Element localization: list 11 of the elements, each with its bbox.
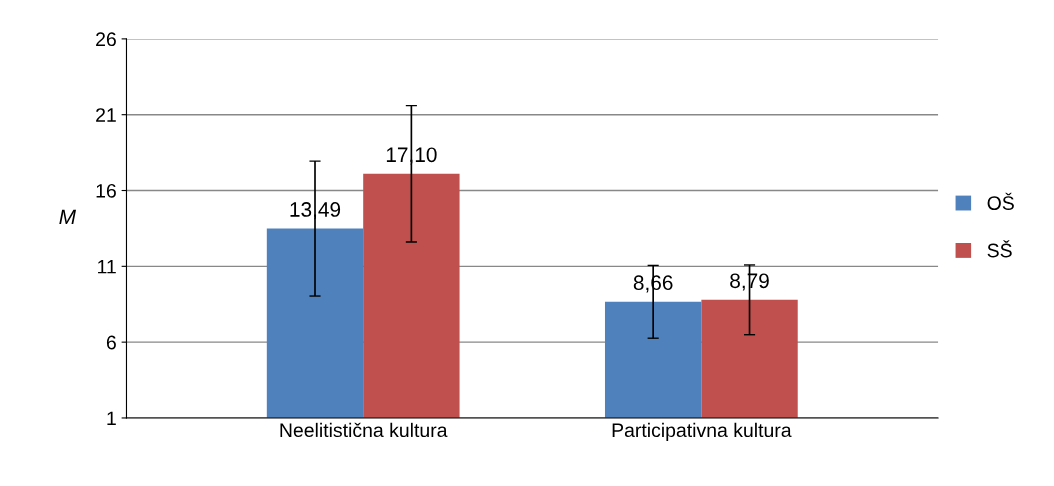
y-tick-label: 6 bbox=[106, 335, 116, 350]
y-tick-label: 11 bbox=[98, 260, 116, 274]
y-tick-label: 21 bbox=[96, 108, 116, 122]
x-tick-label: Neelitistična kultura bbox=[280, 422, 448, 438]
x-tick-label: Participativna kultura bbox=[612, 422, 792, 441]
legend-label: SŠ bbox=[987, 240, 1012, 258]
legend-label: OŠ bbox=[987, 192, 1014, 210]
y-tick-label: 1 bbox=[107, 411, 116, 426]
y-axis-title: M bbox=[59, 209, 77, 225]
y-tick-label: 16 bbox=[96, 183, 116, 198]
y-tick-label: 26 bbox=[96, 32, 116, 47]
